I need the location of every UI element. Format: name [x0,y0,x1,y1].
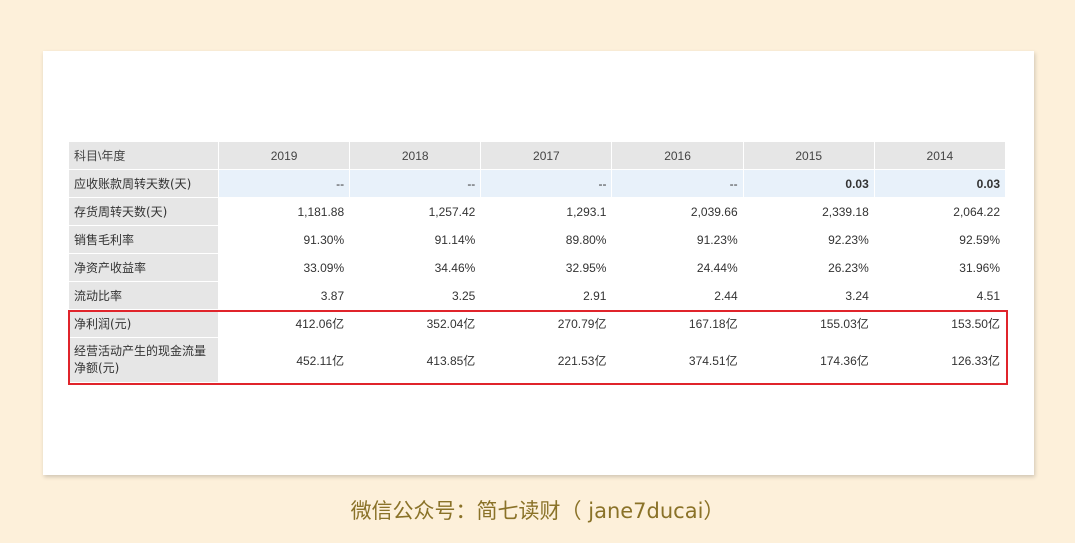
table-cell: 3.25 [349,281,482,310]
table-cell: -- [611,169,744,198]
row-label: 应收账款周转天数(天) [68,169,219,198]
table-row: 应收账款周转天数(天) -- -- -- -- 0.03 0.03 [68,169,1007,198]
table-cell: 92.59% [873,225,1007,254]
table-cell: 412.06亿 [217,309,351,338]
table-cell: 270.79亿 [480,309,613,338]
table-row: 经营活动产生的现金流量净额(元) 452.11亿 413.85亿 221.53亿… [68,337,1007,383]
table-cell: 89.80% [480,225,613,254]
row-label: 存货周转天数(天) [68,197,219,226]
table-cell: 413.85亿 [349,337,482,383]
table-cell: 1,257.42 [349,197,482,226]
table-cell: -- [480,169,613,198]
table-cell: 24.44% [611,253,744,282]
table-row: 净资产收益率 33.09% 34.46% 32.95% 24.44% 26.23… [68,253,1007,282]
table-row: 流动比率 3.87 3.25 2.91 2.44 3.24 4.51 [68,281,1007,310]
table-cell: 374.51亿 [611,337,744,383]
table-header-row: 科目\年度 2019 2018 2017 2016 2015 2014 [68,141,1007,170]
header-cell-2019[interactable]: 2019 [217,141,351,170]
table-cell: 0.03 [873,169,1007,198]
table-cell: 155.03亿 [742,309,875,338]
table-row: 销售毛利率 91.30% 91.14% 89.80% 91.23% 92.23%… [68,225,1007,254]
table-cell: 174.36亿 [742,337,875,383]
wechat-caption: 微信公众号：简七读财（ jane7ducai） [350,499,725,523]
table-cell: 91.30% [217,225,351,254]
table-cell: 34.46% [349,253,482,282]
table-cell: 2,339.18 [742,197,875,226]
table-cell: 1,293.1 [480,197,613,226]
table-cell: 352.04亿 [349,309,482,338]
header-cell-2017[interactable]: 2017 [480,141,613,170]
header-cell-subject-year: 科目\年度 [68,141,219,170]
table-cell: 1,181.88 [217,197,351,226]
header-cell-2016[interactable]: 2016 [611,141,744,170]
table-cell: 126.33亿 [873,337,1007,383]
row-label: 经营活动产生的现金流量净额(元) [68,337,219,383]
table-cell: 31.96% [873,253,1007,282]
table-cell: 2,039.66 [611,197,744,226]
row-label: 销售毛利率 [68,225,219,254]
table-cell: 167.18亿 [611,309,744,338]
table-cell: 221.53亿 [480,337,613,383]
table-cell: 4.51 [873,281,1007,310]
header-cell-2014[interactable]: 2014 [873,141,1007,170]
table-cell: -- [349,169,482,198]
row-label: 净利润(元) [68,309,219,338]
table-cell: 91.14% [349,225,482,254]
table-cell: -- [217,169,351,198]
header-cell-2015[interactable]: 2015 [742,141,875,170]
content-card: 科目\年度 2019 2018 2017 2016 2015 2014 应收账款… [43,51,1034,475]
table-cell: 91.23% [611,225,744,254]
table-cell: 2.91 [480,281,613,310]
table-row: 净利润(元) 412.06亿 352.04亿 270.79亿 167.18亿 1… [68,309,1007,338]
header-cell-2018[interactable]: 2018 [349,141,482,170]
table-cell: 32.95% [480,253,613,282]
table-cell: 3.87 [217,281,351,310]
table-cell: 153.50亿 [873,309,1007,338]
table-cell: 33.09% [217,253,351,282]
row-label: 流动比率 [68,281,219,310]
table-cell: 2.44 [611,281,744,310]
financial-table: 科目\年度 2019 2018 2017 2016 2015 2014 应收账款… [68,141,1007,383]
row-label: 净资产收益率 [68,253,219,282]
table-cell: 0.03 [742,169,875,198]
table-cell: 3.24 [742,281,875,310]
table-cell: 452.11亿 [217,337,351,383]
table-cell: 2,064.22 [873,197,1007,226]
table-row: 存货周转天数(天) 1,181.88 1,257.42 1,293.1 2,03… [68,197,1007,226]
table-cell: 92.23% [742,225,875,254]
table-cell: 26.23% [742,253,875,282]
